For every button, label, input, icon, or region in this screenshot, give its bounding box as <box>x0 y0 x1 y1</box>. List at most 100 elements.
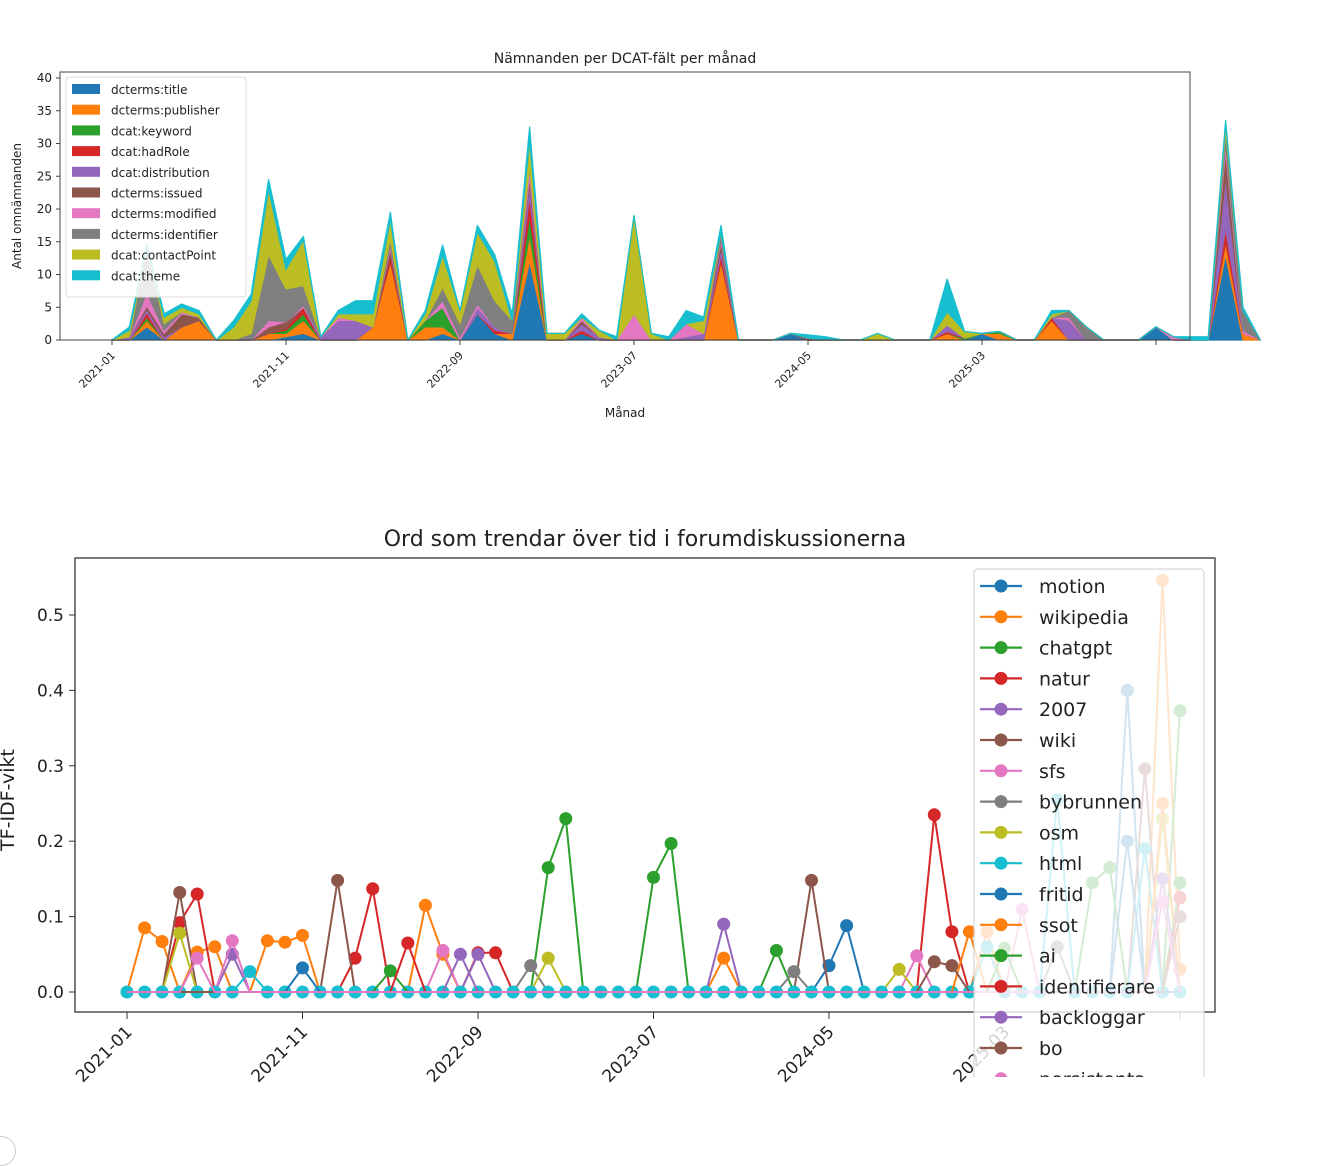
data-point <box>436 944 450 957</box>
legend-item: wikipedia <box>980 607 1129 629</box>
legend-label: identifierare <box>1039 976 1155 998</box>
chart1-ylabel: Antal omnämnanden <box>10 143 24 269</box>
data-point <box>524 959 538 973</box>
x-tick-label: 2021-11 <box>250 349 292 391</box>
data-point <box>787 965 801 979</box>
legend-label: osm <box>1039 822 1079 844</box>
legend-label: wiki <box>1039 730 1076 752</box>
data-point <box>489 946 503 960</box>
data-point <box>401 936 415 950</box>
legend-item: motion <box>980 576 1106 598</box>
legend-item: identifierare <box>980 976 1155 998</box>
legend-swatch <box>72 187 100 198</box>
y-tick-label: 20 <box>37 202 52 216</box>
data-point <box>331 873 345 887</box>
area-dcat-theme <box>111 120 1261 341</box>
data-point <box>296 961 309 975</box>
data-point <box>962 925 976 939</box>
legend-marker <box>994 764 1008 778</box>
y-tick-label: 40 <box>37 71 52 85</box>
x-tick-label: 2021-01 <box>76 349 118 391</box>
legend-swatch <box>72 125 100 136</box>
data-point <box>945 959 959 973</box>
chart2-y-ticks: 0.0 0.1 0.2 0.3 0.4 0.5 <box>37 606 75 1003</box>
legend-label: dcterms:modified <box>111 207 217 221</box>
legend-label: wikipedia <box>1039 607 1129 629</box>
data-point <box>453 947 467 961</box>
legend-item: persistenta <box>994 1069 1146 1085</box>
legend-marker <box>994 610 1008 624</box>
data-point <box>383 964 397 978</box>
legend-swatch <box>72 228 100 239</box>
data-point <box>278 935 292 949</box>
legend-label: motion <box>1039 576 1106 598</box>
chart1-areas <box>111 120 1261 341</box>
x-tick-label: 2022-09 <box>423 1022 487 1085</box>
legend-label: ai <box>1039 946 1056 968</box>
data-point <box>541 951 555 965</box>
data-point <box>418 898 432 912</box>
data-point <box>927 808 941 822</box>
legend-swatch <box>72 249 100 260</box>
legend-label: dcterms:publisher <box>111 104 220 118</box>
data-point <box>190 887 204 901</box>
legend-label: dcat:distribution <box>111 166 210 180</box>
legend-marker <box>994 671 1008 685</box>
legend-label: dcterms:title <box>111 83 187 97</box>
legend-label: dcat:theme <box>111 269 180 283</box>
legend-label: natur <box>1039 668 1090 690</box>
legend-label: 2007 <box>1039 699 1087 721</box>
legend-item: natur <box>980 668 1090 690</box>
data-point <box>717 951 731 965</box>
legend-swatch <box>72 104 100 115</box>
legend-label: persistenta <box>1039 1069 1146 1085</box>
y-tick-label: 25 <box>37 169 52 183</box>
legend-label: dcat:contactPoint <box>111 249 216 263</box>
x-tick-label: 2025-03 <box>946 349 988 391</box>
data-point <box>840 919 854 933</box>
y-tick-label: 30 <box>37 137 52 151</box>
stacked-area-chart: Nämnanden per DCAT-fält per månad 0 5 10 15… <box>10 50 1261 420</box>
legend-item: chatgpt <box>980 638 1112 660</box>
legend-marker <box>994 795 1008 809</box>
x-tick-label: 2024-05 <box>772 349 814 391</box>
area-dcterms-identifier <box>111 129 1261 341</box>
legend-marker <box>994 641 1008 655</box>
data-point <box>541 861 555 875</box>
x-tick-label: 2023-07 <box>598 349 640 391</box>
y-tick-label: 0.1 <box>37 908 64 928</box>
legend-label: sfs <box>1039 761 1066 783</box>
y-tick-label: 0.5 <box>37 606 64 626</box>
data-point <box>173 886 187 899</box>
x-tick-label: 2023-07 <box>599 1022 663 1085</box>
legend-swatch <box>72 166 100 177</box>
data-point <box>173 916 187 930</box>
legend-label: dcterms:issued <box>111 187 202 201</box>
legend-marker <box>994 979 1008 993</box>
legend-label: fritid <box>1039 884 1084 906</box>
x-tick-label: 2022-09 <box>424 349 466 391</box>
legend-label: backloggar <box>1039 1007 1145 1029</box>
legend-label: dcterms:identifier <box>111 228 218 242</box>
legend-label: bo <box>1039 1038 1063 1060</box>
chart2-axes-frame <box>74 557 1216 1013</box>
y-tick-label: 0.2 <box>37 832 64 852</box>
data-point <box>155 935 169 948</box>
chart2-title: Ord som trendar över tid i forumdiskussi… <box>384 527 907 552</box>
legend-swatch <box>72 146 100 157</box>
data-point <box>910 949 924 963</box>
legend-item: ssot <box>980 915 1078 937</box>
data-point <box>717 917 731 931</box>
legend-item: 2007 <box>980 699 1087 721</box>
legend-marker <box>994 1041 1008 1055</box>
legend-item: osm <box>980 822 1079 844</box>
data-point <box>348 951 362 965</box>
y-tick-label: 35 <box>37 104 52 118</box>
chart1-y-ticks: 0 5 10 15 20 25 30 35 40 <box>37 71 60 347</box>
legend-marker <box>994 887 1008 901</box>
data-point <box>892 962 906 976</box>
data-point <box>769 944 783 957</box>
data-point <box>296 928 309 942</box>
legend-item: html <box>980 853 1082 875</box>
legend-label: dcat:hadRole <box>111 145 190 159</box>
